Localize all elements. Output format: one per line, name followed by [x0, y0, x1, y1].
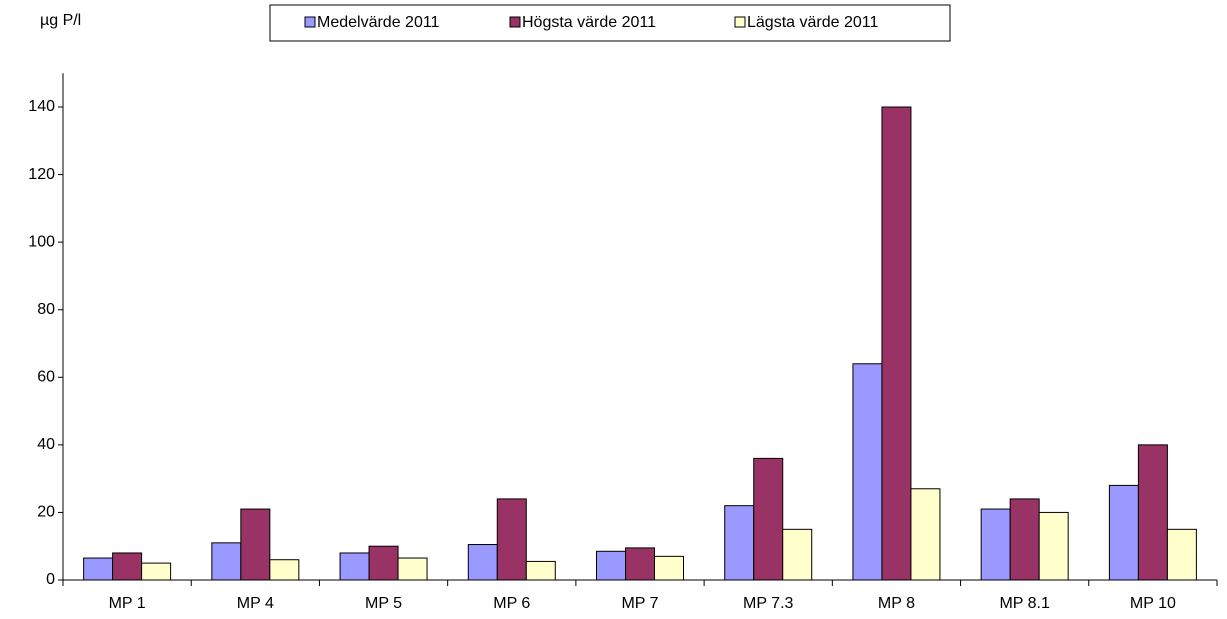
legend-label: Medelvärde 2011 [317, 14, 440, 31]
legend-swatch [304, 16, 316, 28]
y-tick-label: 60 [37, 369, 55, 386]
bar [112, 552, 143, 581]
legend-swatch [734, 16, 746, 28]
y-axis-label: µg P/l [40, 12, 81, 29]
y-tick-label: 80 [37, 301, 55, 318]
bar [654, 555, 684, 581]
bar [467, 544, 498, 581]
bar [1009, 498, 1040, 581]
bar [1038, 511, 1069, 581]
bar [881, 106, 912, 581]
x-tick-label: MP 8.1 [999, 595, 1050, 612]
bar [525, 560, 556, 581]
x-tick-label: MP 8 [878, 595, 915, 612]
y-tick-label: 140 [28, 98, 55, 115]
bar [1137, 444, 1168, 581]
bar [211, 542, 242, 581]
y-tick-label: 0 [46, 571, 55, 588]
y-tick-label: 40 [37, 436, 55, 453]
legend-label: Högsta värde 2011 [522, 14, 656, 31]
bar [83, 557, 114, 581]
bar [852, 363, 883, 581]
bar [141, 562, 172, 581]
x-tick-label: MP 4 [237, 595, 274, 612]
bar [782, 528, 813, 581]
bar [596, 550, 626, 581]
bar [397, 557, 428, 581]
y-tick-label: 100 [28, 233, 55, 250]
bar [339, 552, 370, 581]
y-tick-label: 120 [28, 166, 55, 183]
x-tick-label: MP 1 [109, 595, 146, 612]
legend-label: Lägsta värde 2011 [747, 14, 878, 31]
x-tick-label: MP 5 [365, 595, 402, 612]
bar [625, 547, 655, 581]
bar [753, 457, 784, 581]
x-tick-label: MP 6 [493, 595, 530, 612]
x-tick-label: MP 7 [621, 595, 658, 612]
bar [269, 559, 300, 581]
bar [496, 498, 527, 581]
x-tick-label: MP 10 [1130, 595, 1176, 612]
legend-swatch [509, 16, 521, 28]
bar [240, 508, 271, 581]
bar [910, 488, 941, 581]
x-tick-label: MP 7.3 [743, 595, 794, 612]
y-tick-label: 20 [37, 504, 55, 521]
bar [1166, 528, 1197, 581]
bar [980, 508, 1011, 581]
bar [368, 545, 399, 581]
bar [724, 505, 755, 581]
bar [1108, 484, 1139, 581]
legend [269, 4, 951, 42]
